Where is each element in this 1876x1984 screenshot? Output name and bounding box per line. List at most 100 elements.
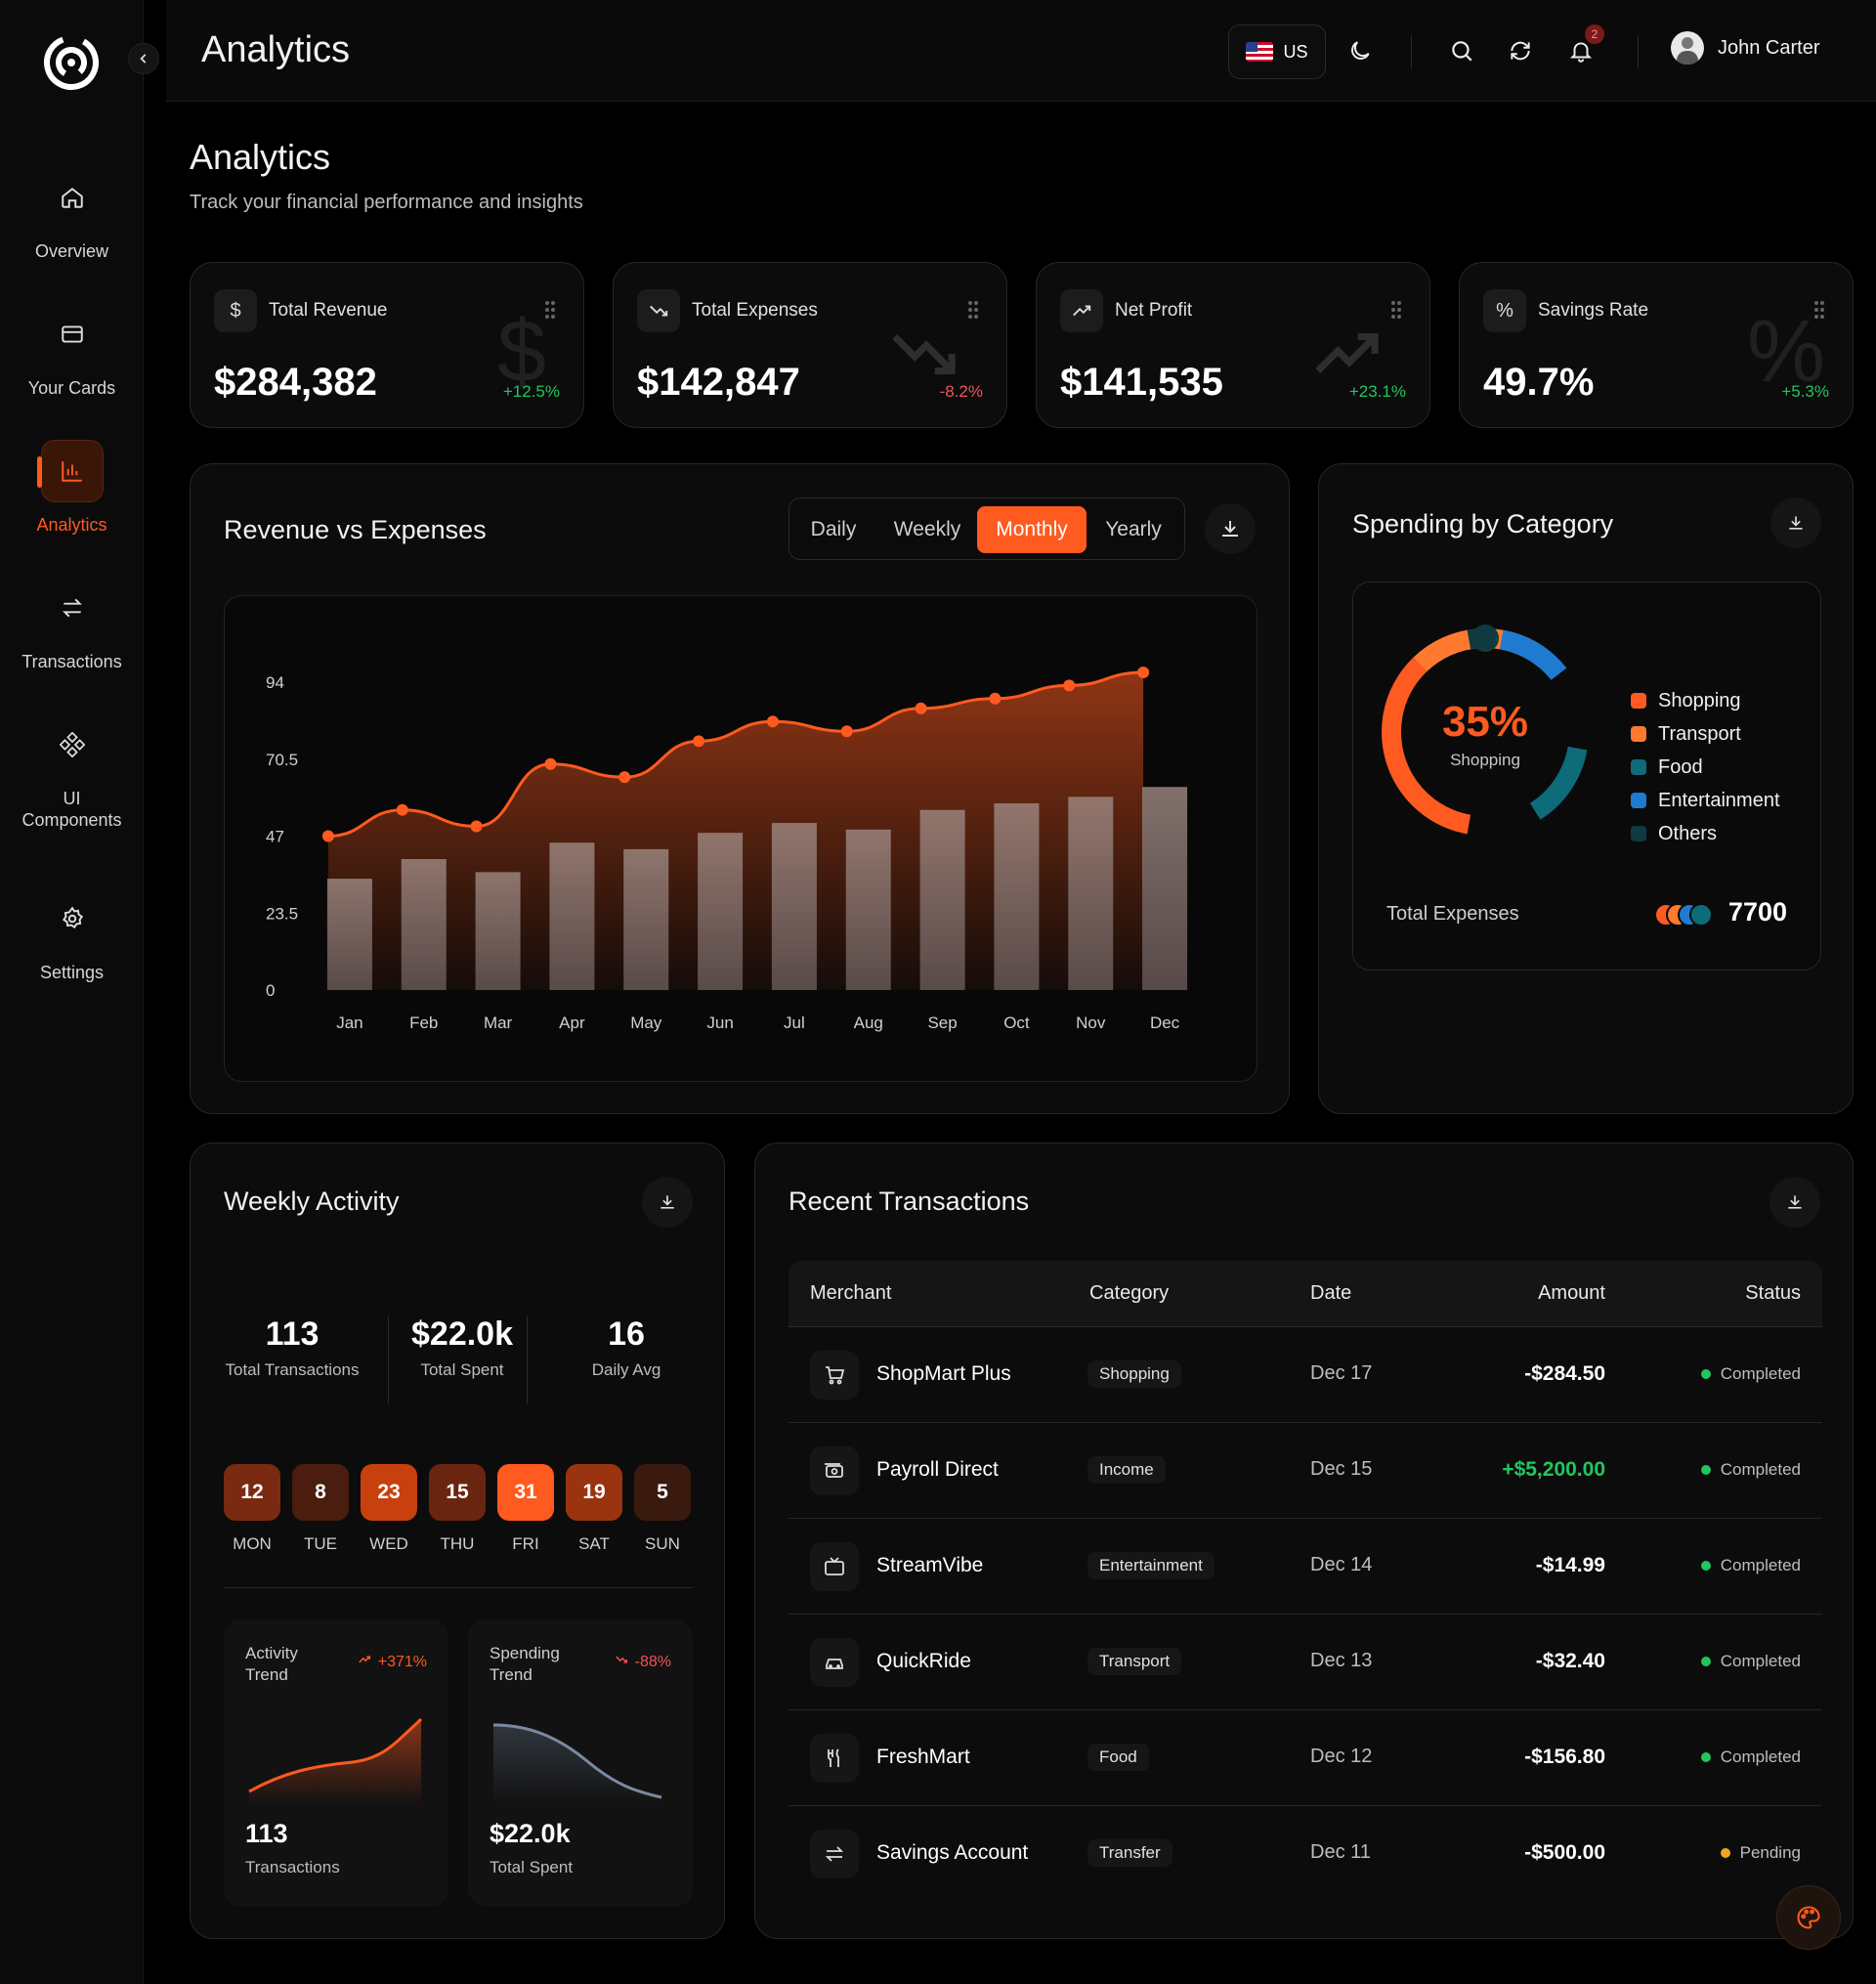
expense-bar[interactable]	[845, 829, 891, 990]
table-header: Merchant Category Date Amount Status	[789, 1261, 1822, 1327]
drag-handle-icon[interactable]	[967, 300, 979, 324]
divider	[388, 1315, 389, 1403]
table-row[interactable]: StreamVibe Entertainment Dec 14 -$14.99 …	[789, 1519, 1822, 1615]
donut-center-value: 35%	[1441, 698, 1529, 746]
expense-bar[interactable]	[475, 872, 521, 990]
download-button[interactable]	[642, 1177, 693, 1228]
transaction-date: Dec 14	[1310, 1554, 1373, 1575]
logo-icon[interactable]	[40, 31, 103, 94]
drag-handle-icon[interactable]	[1390, 300, 1402, 324]
revenue-point[interactable]	[1137, 666, 1150, 678]
column-category[interactable]: Category	[1089, 1282, 1170, 1304]
expense-bar[interactable]	[994, 802, 1040, 990]
revenue-point[interactable]	[989, 692, 1002, 705]
moon-icon[interactable]	[1344, 35, 1376, 66]
day-wed[interactable]: 23 WED	[361, 1464, 417, 1554]
drag-handle-icon[interactable]	[544, 300, 556, 324]
expense-bar[interactable]	[401, 858, 447, 990]
x-tick-label: Apr	[559, 1014, 585, 1032]
day-label: FRI	[512, 1534, 539, 1553]
bell-icon[interactable]	[1565, 35, 1597, 66]
expense-bar[interactable]	[919, 809, 965, 990]
table-row[interactable]: Savings Account Transfer Dec 11 -$500.00…	[789, 1806, 1822, 1902]
table-row[interactable]: Payroll Direct Income Dec 15 +$5,200.00 …	[789, 1423, 1822, 1519]
dollar-icon: $	[214, 289, 257, 332]
revenue-point[interactable]	[321, 830, 334, 842]
user-menu[interactable]: John Carter	[1671, 31, 1820, 65]
sidebar-item-transactions[interactable]: Transactions	[0, 577, 144, 672]
status-badge: Completed	[1700, 1460, 1801, 1480]
day-fri[interactable]: 31 FRI	[497, 1464, 554, 1554]
revenue-point[interactable]	[766, 715, 779, 728]
column-date[interactable]: Date	[1310, 1282, 1352, 1304]
avatar	[1671, 31, 1704, 65]
download-button[interactable]	[1769, 1177, 1820, 1228]
category-badge: Entertainment	[1087, 1552, 1215, 1579]
day-mon[interactable]: 12 MON	[224, 1464, 280, 1554]
divider	[224, 1587, 693, 1588]
trend-down-icon	[637, 289, 680, 332]
sidebar-item-analytics[interactable]: Analytics	[0, 440, 144, 536]
language-selector[interactable]: US	[1228, 24, 1326, 79]
collapse-sidebar-button[interactable]	[128, 43, 159, 74]
topbar-title: Analytics	[201, 29, 351, 70]
day-sun[interactable]: 5 SUN	[634, 1464, 691, 1554]
expense-bar[interactable]	[1068, 797, 1114, 990]
day-tue[interactable]: 8 TUE	[292, 1464, 349, 1554]
tab-monthly[interactable]: Monthly	[977, 506, 1087, 553]
sidebar-item-overview[interactable]: Overview	[0, 166, 144, 262]
sidebar-item-settings[interactable]: Settings	[0, 887, 144, 983]
stat-label: Daily Avg	[591, 1360, 661, 1379]
search-icon[interactable]	[1446, 35, 1477, 66]
sidebar-item-ui-components[interactable]: UI Components	[0, 713, 144, 831]
revenue-point[interactable]	[470, 820, 483, 833]
column-status[interactable]: Status	[1745, 1282, 1801, 1304]
column-amount[interactable]: Amount	[1538, 1282, 1605, 1304]
tab-weekly[interactable]: Weekly	[893, 518, 961, 540]
components-icon	[41, 713, 104, 776]
status-badge: Pending	[1720, 1843, 1801, 1863]
table-row[interactable]: QuickRide Transport Dec 13 -$32.40 Compl…	[789, 1615, 1822, 1710]
category-avatars	[1654, 903, 1717, 927]
sidebar-item-your-cards[interactable]: Your Cards	[0, 303, 144, 399]
card-title: Weekly Activity	[224, 1186, 400, 1216]
stat-total-spent: $22.0k Total Spent	[394, 1315, 531, 1381]
table-row[interactable]: ShopMart Plus Shopping Dec 17 -$284.50 C…	[789, 1327, 1822, 1423]
revenue-point[interactable]	[915, 702, 927, 714]
column-merchant[interactable]: Merchant	[810, 1282, 892, 1304]
day-thu[interactable]: 15 THU	[429, 1464, 486, 1554]
expense-bar[interactable]	[623, 848, 669, 990]
stat-label: Total Expenses	[692, 300, 818, 321]
revenue-point[interactable]	[693, 735, 705, 748]
status-label: Completed	[1720, 1556, 1801, 1574]
expense-bar[interactable]	[549, 842, 595, 990]
revenue-point[interactable]	[840, 725, 853, 738]
x-tick-label: Feb	[409, 1014, 438, 1032]
transaction-amount: -$32.40	[1535, 1650, 1605, 1672]
revenue-point[interactable]	[396, 803, 408, 816]
theme-palette-button[interactable]	[1776, 1885, 1841, 1950]
status-label: Completed	[1720, 1652, 1801, 1670]
revenue-chart-card: Revenue vs Expenses Daily Weekly Monthly…	[190, 463, 1290, 1114]
day-sat[interactable]: 19 SAT	[566, 1464, 622, 1554]
swap-icon	[41, 577, 104, 639]
revenue-point[interactable]	[1063, 679, 1076, 692]
expense-bar[interactable]	[1142, 787, 1188, 990]
revenue-point[interactable]	[544, 757, 557, 770]
revenue-point[interactable]	[618, 771, 631, 784]
download-button[interactable]	[1205, 503, 1256, 554]
expense-bar[interactable]	[698, 833, 744, 990]
stat-value: $141,535	[1060, 361, 1223, 404]
tab-daily[interactable]: Daily	[810, 518, 857, 540]
status-badge: Completed	[1700, 1747, 1801, 1767]
cart-icon	[810, 1351, 859, 1400]
day-count: 15	[429, 1464, 486, 1521]
table-row[interactable]: FreshMart Food Dec 12 -$156.80 Completed	[789, 1710, 1822, 1806]
expense-bar[interactable]	[771, 823, 817, 990]
x-tick-label: Aug	[854, 1014, 883, 1032]
tab-yearly[interactable]: Yearly	[1105, 518, 1162, 540]
drag-handle-icon[interactable]	[1813, 300, 1825, 324]
expense-bar[interactable]	[326, 879, 372, 990]
refresh-icon[interactable]	[1505, 35, 1536, 66]
download-button[interactable]	[1770, 497, 1821, 548]
